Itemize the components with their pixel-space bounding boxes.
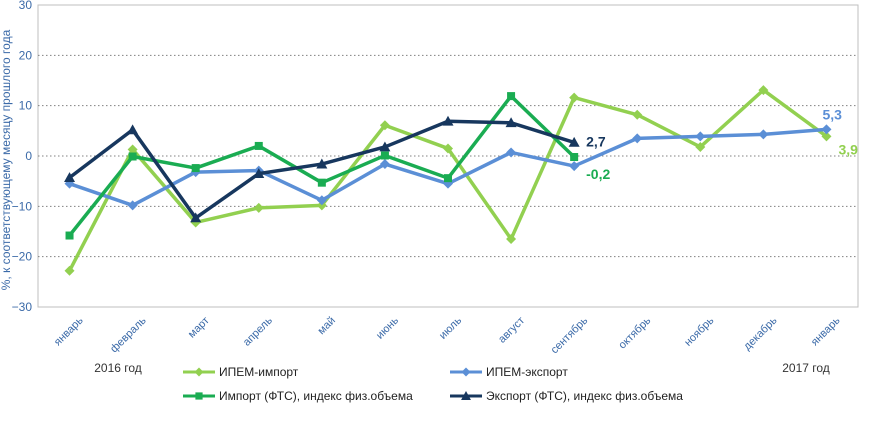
data-point [821, 124, 832, 135]
data-point [461, 391, 471, 400]
data-point [316, 195, 327, 206]
data-point [443, 143, 453, 154]
y-tick-label: −20 [12, 250, 33, 264]
x-tick-label: апрель [241, 314, 275, 348]
series-3 [64, 115, 580, 223]
data-point [570, 153, 579, 162]
legend-label: ИПЕМ-экспорт [486, 365, 568, 379]
data-point [316, 158, 328, 169]
x-tick-label: март [186, 315, 212, 341]
x-tick-label: октябрь [616, 314, 653, 351]
data-point [128, 152, 137, 161]
data-point [253, 168, 265, 179]
series-layer [64, 85, 832, 276]
data-point [442, 115, 454, 126]
legend-item-0: ИПЕМ-импорт [183, 365, 299, 379]
x-tick-label: август [496, 315, 527, 346]
y-tick-label: −10 [12, 199, 33, 213]
y-tick-label: −30 [12, 300, 33, 314]
data-point [379, 120, 390, 131]
data-point [127, 200, 138, 211]
x-tick-label: февраль [108, 314, 149, 355]
data-point [758, 129, 769, 140]
data-label: 3,9 [838, 141, 858, 157]
legend-label: ИПЕМ-импорт [219, 365, 299, 379]
data-point [316, 200, 327, 211]
legend-item-2: Импорт (ФТС), индекс физ.объема [183, 389, 413, 403]
legend-item-1: ИПЕМ-экспорт [450, 365, 568, 379]
data-point [317, 178, 326, 187]
x-tick-label: ноябрь [682, 314, 716, 348]
data-point [505, 117, 517, 128]
legend-label: Импорт (ФТС), индекс физ.объема [219, 389, 413, 403]
data-point [379, 159, 390, 170]
x-tick-label: июль [437, 314, 464, 341]
data-point [695, 131, 706, 142]
x-tick-label: январь [52, 314, 86, 348]
data-point [379, 141, 391, 152]
axis-layer: 30 20 10 0 −10 −20 −30 %, к соответствующему ме… [0, 0, 843, 375]
y-tick-label: 10 [19, 99, 33, 113]
data-point [461, 367, 471, 377]
data-point [569, 161, 580, 172]
y-tick-label: 0 [25, 149, 32, 163]
data-point [632, 133, 643, 144]
y-axis-label: %, к соответствующему месяцу прошлого го… [0, 29, 13, 290]
series-0 [64, 85, 832, 276]
label-layer: 3,9 5,3 -0,2 2,7 [586, 106, 858, 182]
data-point [506, 234, 517, 245]
data-label: -0,2 [586, 166, 610, 182]
data-label: 2,7 [586, 133, 606, 149]
x-tick-label: январь [809, 314, 843, 348]
data-point [254, 141, 263, 150]
data-point [191, 164, 200, 173]
data-point [127, 144, 138, 155]
data-point [507, 92, 516, 101]
data-point [444, 174, 452, 183]
data-point [127, 124, 139, 135]
x-tick-label: сентябрь [549, 314, 591, 356]
data-point [195, 392, 203, 400]
year-label-2016: 2016 год [94, 361, 142, 375]
data-point [65, 231, 74, 240]
grid-layer [37, 4, 859, 308]
y-tick-label: 20 [19, 48, 33, 62]
data-point [506, 147, 517, 158]
legend: ИПЕМ-импорт ИПЕМ-экспорт Импорт (ФТС), инд… [183, 365, 683, 403]
x-tick-label: май [315, 315, 338, 338]
data-point [190, 212, 202, 223]
data-point [695, 141, 706, 152]
year-label-2017: 2017 год [782, 361, 830, 375]
legend-item-3: Экспорт (ФТС), индекс физ.объема [450, 389, 683, 403]
data-point [568, 136, 580, 147]
data-point [253, 202, 264, 213]
data-point [569, 92, 580, 103]
y-tick-label: 30 [19, 0, 33, 12]
data-point [64, 265, 75, 276]
x-tick-label: декабрь [741, 314, 779, 352]
data-point [64, 172, 76, 183]
data-point [380, 151, 389, 160]
x-tick-label: июнь [374, 314, 401, 341]
legend-label: Экспорт (ФТС), индекс физ.объема [486, 389, 683, 403]
data-point [821, 131, 832, 142]
data-point [758, 85, 769, 96]
data-point [632, 109, 643, 120]
data-point [194, 367, 204, 377]
data-label: 5,3 [822, 106, 842, 122]
